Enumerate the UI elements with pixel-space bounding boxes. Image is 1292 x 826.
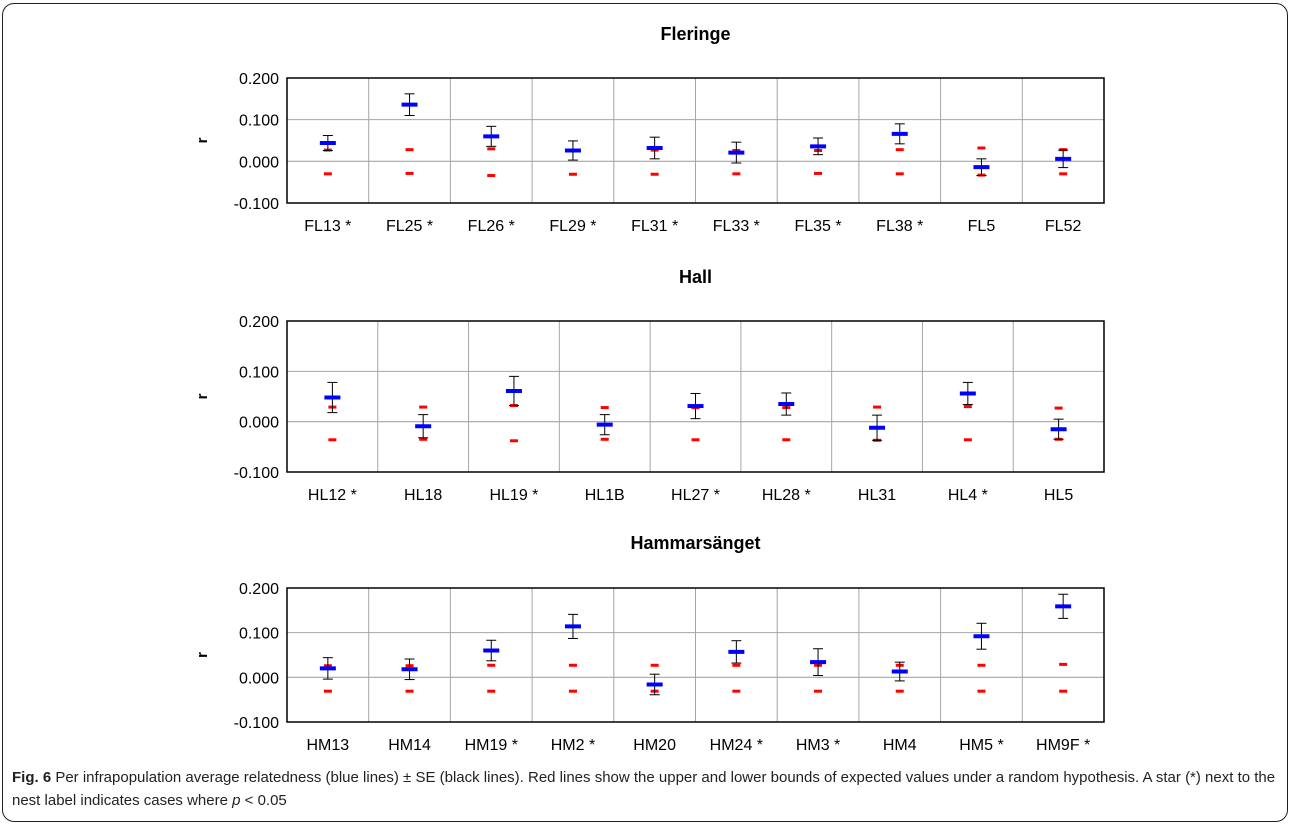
chart-panel-1: Fleringe 0.200 0.100 0.000 -0.100 r FL13 * FL25… [194,24,1105,235]
x-tick-label: HL19 * [489,487,538,504]
x-tick-label: HM2 * [551,737,595,754]
y-axis-label: r [194,393,211,399]
figure-panels: Fleringe 0.200 0.100 0.000 -0.100 r FL13 * FL25… [194,24,1105,754]
x-tick-label: FL31 * [631,218,678,235]
x-tick-label: HM3 * [796,737,840,754]
y-tick-label: -0.100 [234,715,279,732]
caption-p-symbol: p [232,792,241,809]
x-tick-label: HM4 [883,737,917,754]
chart-panel-2: Hall 0.200 0.100 0.000 -0.100 r HL12 * HL18 HL19… [194,267,1105,504]
y-tick-label: 0.200 [239,314,279,331]
caption-text: Per infrapopulation average relatedness … [12,769,1276,809]
x-tick-label: HL27 * [671,487,720,504]
x-tick-label: FL33 * [713,218,760,235]
y-axis-label: r [194,137,211,143]
x-tick-label: FL52 [1045,218,1082,235]
x-tick-label: FL25 * [386,218,433,235]
x-tick-label: FL5 [968,218,996,235]
x-tick-label: HL31 [858,487,896,504]
chart-title: Hammarsänget [630,533,760,553]
x-tick-label: HM13 [307,737,350,754]
y-axis-label: r [194,652,211,658]
chart-title: Hall [679,267,712,287]
x-tick-label: FL38 * [876,218,923,235]
x-tick-label: HL1B [585,487,625,504]
x-tick-label: HL4 * [948,487,988,504]
y-tick-label: -0.100 [234,465,279,482]
caption-label: Fig. 6 [12,769,52,786]
x-tick-label: FL29 * [549,218,596,235]
y-tick-label: 0.000 [239,415,279,432]
chart-title: Fleringe [660,24,730,44]
chart-panel-3: Hammarsänget 0.200 0.100 0.000 -0.100 r HM13 HM… [194,533,1105,754]
x-tick-label: HM19 * [465,737,518,754]
x-tick-label: HM9F * [1036,737,1090,754]
x-tick-label: HL5 [1044,487,1073,504]
y-tick-label: 0.000 [239,670,279,687]
y-tick-label: 0.200 [239,71,279,88]
x-tick-label: HL18 [404,487,442,504]
figure-caption: Fig. 6 Per infrapopulation average relat… [12,766,1282,812]
x-tick-label: FL26 * [468,218,515,235]
y-tick-label: 0.100 [239,626,279,643]
x-tick-label: HM20 [633,737,676,754]
y-tick-label: 0.100 [239,113,279,130]
y-tick-label: -0.100 [234,196,279,213]
y-tick-label: 0.200 [239,581,279,598]
x-tick-label: HL12 * [308,487,357,504]
x-tick-label: HL28 * [762,487,811,504]
x-tick-label: FL35 * [794,218,841,235]
x-tick-label: HM24 * [710,737,763,754]
y-tick-label: 0.000 [239,154,279,171]
figure-frame [2,3,1288,822]
caption-p-value: < 0.05 [240,792,287,809]
x-tick-label: HM14 [388,737,431,754]
plot-area-border [286,77,1105,204]
x-tick-label: HM5 * [959,737,1003,754]
x-tick-label: FL13 * [304,218,351,235]
plot-area-border [286,320,1105,473]
plot-area-border [286,587,1105,723]
y-tick-label: 0.100 [239,364,279,381]
